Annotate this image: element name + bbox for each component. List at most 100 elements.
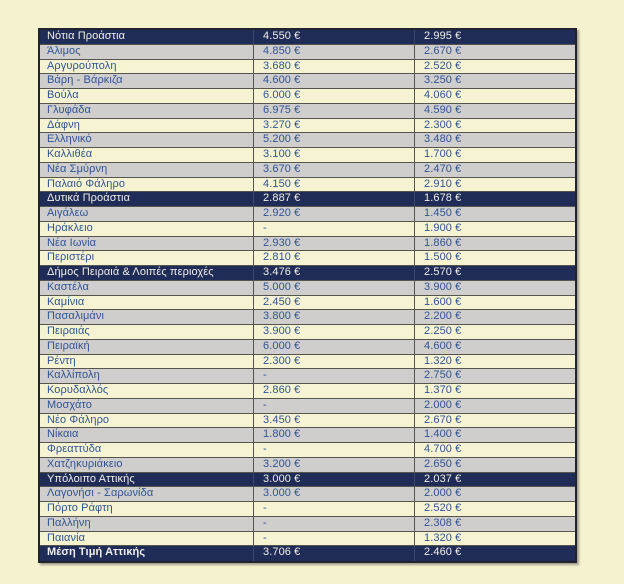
- table-row: Καστέλα 5.000 € 3.900 €: [40, 280, 575, 296]
- price-col1-cell: 3.706 €: [254, 546, 415, 561]
- table-row: Ρέντη 2.300 € 1.320 €: [40, 354, 575, 370]
- price-col1-cell: -: [254, 531, 415, 546]
- area-price-table: Νότια Προάστια 4.550 € 2.995 € Άλιμος 4.…: [38, 28, 577, 563]
- price-col2-cell: 3.480 €: [424, 133, 462, 146]
- area-name-cell: Αιγάλεω: [40, 207, 254, 221]
- area-name-cell: Νότια Προάστια: [40, 30, 254, 44]
- table-row: Νίκαια 1.800 € 1.400 €: [40, 428, 575, 443]
- table-row: Γλυφάδα 6.975 € 4.590 €: [40, 103, 575, 119]
- price-col1-cell: -: [254, 516, 415, 531]
- table-row: Μοσχάτο - 2.000 €: [40, 398, 575, 414]
- price-col2-cell: 1.678 €: [424, 192, 462, 205]
- price-col2-cell: 2.200 €: [424, 310, 462, 323]
- price-col1-cell: -: [254, 369, 415, 383]
- table-section-row: Δυτικά Προάστια 2.887 € 1.678 €: [40, 192, 575, 207]
- price-col2-cell: 1.450 €: [424, 207, 462, 219]
- price-col2-cell: 1.370 €: [424, 384, 462, 396]
- price-col1-cell: 3.000 €: [254, 487, 415, 501]
- table-row: Πόρτο Ράφτη - 2.520 €: [40, 502, 575, 517]
- price-col1-cell: 5.000 €: [254, 280, 415, 295]
- table-row: Χατζηκυριάκειο 3.200 € 2.650 €: [40, 457, 575, 473]
- area-name-cell: Φρεαττύδα: [40, 443, 254, 457]
- table-row: Αργυρούπολη 3.680 € 2.520 €: [40, 59, 575, 75]
- table-section-row: Υπόλοιπο Αττικής 3.000 € 2.037 €: [40, 472, 575, 488]
- table-row: Δάφνη 3.270 € 2.300 €: [40, 118, 575, 134]
- table-row: Βούλα 6.000 € 4.060 €: [40, 89, 575, 104]
- area-name-cell: Πειραιάς: [40, 325, 254, 339]
- price-col2-cell: 2.037 €: [424, 472, 462, 485]
- table-row: Παλαιό Φάληρο 4.150 € 2.910 €: [40, 177, 575, 193]
- area-name-cell: Ελληνικό: [40, 133, 254, 147]
- price-col1-cell: 4.600 €: [254, 74, 415, 88]
- price-col2-cell: 2.000 €: [424, 398, 462, 411]
- table-section-row: Νότια Προάστια 4.550 € 2.995 €: [40, 30, 575, 45]
- price-col2-cell: 4.600 €: [424, 339, 462, 352]
- area-name-cell: Άλιμος: [40, 44, 254, 59]
- table-row: Νέο Φάληρο 3.450 € 2.670 €: [40, 413, 575, 429]
- area-name-cell: Χατζηκυριάκειο: [40, 457, 254, 472]
- price-col2-cell: 1.400 €: [424, 428, 462, 441]
- table-row: Καλλιθέα 3.100 € 1.700 €: [40, 148, 575, 163]
- price-col1-cell: 3.900 €: [254, 325, 415, 339]
- price-col1-cell: 3.670 €: [254, 162, 415, 177]
- price-col2-cell: 3.900 €: [424, 280, 462, 293]
- price-col1-cell: 6.975 €: [254, 103, 415, 118]
- price-col2-cell: 2.570 €: [424, 266, 462, 278]
- table-row: Ελληνικό 5.200 € 3.480 €: [40, 133, 575, 148]
- price-col1-cell: -: [254, 502, 415, 516]
- price-col2-cell: 1.700 €: [424, 148, 462, 160]
- table-row: Φρεαττύδα - 4.700 €: [40, 443, 575, 458]
- area-name-cell: Καμίνια: [40, 295, 254, 310]
- price-col2-cell: 2.250 €: [424, 325, 462, 337]
- table-row: Ηράκλειο - 1.900 €: [40, 221, 575, 237]
- area-name-cell: Λαγονήσι - Σαρωνίδα: [40, 487, 254, 501]
- area-name-cell: Πασαλιμάνι: [40, 310, 254, 324]
- table-row: Βάρη - Βάρκιζα 4.600 € 3.250 €: [40, 74, 575, 89]
- area-name-cell: Μέση Τιμή Αττικής: [40, 546, 254, 561]
- table-row: Λαγονήσι - Σαρωνίδα 3.000 € 2.000 €: [40, 487, 575, 502]
- table-row: Πειραιάς 3.900 € 2.250 €: [40, 325, 575, 340]
- price-col1-cell: 3.476 €: [254, 266, 415, 280]
- area-name-cell: Νέα Σμύρνη: [40, 162, 254, 177]
- area-name-cell: Δάφνη: [40, 118, 254, 133]
- area-name-cell: Βούλα: [40, 89, 254, 103]
- area-name-cell: Παιανία: [40, 531, 254, 546]
- price-col2-cell: 2.670 €: [424, 413, 462, 426]
- table-row: Κορυδαλλός 2.860 € 1.370 €: [40, 384, 575, 399]
- price-col2-cell: 2.460 €: [424, 546, 462, 559]
- price-col1-cell: 2.920 €: [254, 207, 415, 221]
- price-col1-cell: 2.860 €: [254, 384, 415, 398]
- table-row: Παλλήνη - 2.308 €: [40, 516, 575, 532]
- price-col2-cell: 2.520 €: [424, 502, 462, 514]
- area-name-cell: Περιστέρι: [40, 251, 254, 265]
- table-row: Καλλίπολη - 2.750 €: [40, 369, 575, 384]
- price-col1-cell: 4.150 €: [254, 177, 415, 192]
- table-row: Πειραϊκή 6.000 € 4.600 €: [40, 339, 575, 355]
- area-name-cell: Καλλιθέα: [40, 148, 254, 162]
- area-name-cell: Παλλήνη: [40, 516, 254, 531]
- area-name-cell: Πόρτο Ράφτη: [40, 502, 254, 516]
- area-name-cell: Νέα Ιωνία: [40, 236, 254, 251]
- price-col1-cell: 2.887 €: [254, 192, 415, 206]
- table-total-row: Μέση Τιμή Αττικής 3.706 € 2.460 €: [40, 546, 575, 561]
- area-name-cell: Μοσχάτο: [40, 398, 254, 413]
- table-row: Περιστέρι 2.810 € 1.500 €: [40, 251, 575, 266]
- price-col1-cell: 2.300 €: [254, 354, 415, 369]
- price-col2-cell: 4.590 €: [424, 103, 462, 116]
- price-col1-cell: 1.800 €: [254, 428, 415, 442]
- price-col2-cell: 2.300 €: [424, 118, 462, 131]
- area-name-cell: Νίκαια: [40, 428, 254, 442]
- price-col2-cell: 4.700 €: [424, 443, 462, 455]
- price-col2-cell: 2.910 €: [424, 177, 462, 190]
- table-row: Άλιμος 4.850 € 2.670 €: [40, 44, 575, 60]
- table-row: Αιγάλεω 2.920 € 1.450 €: [40, 207, 575, 222]
- price-col1-cell: 4.850 €: [254, 44, 415, 59]
- price-col1-cell: 3.680 €: [254, 59, 415, 74]
- price-col2-cell: 2.670 €: [424, 44, 462, 57]
- table-row: Νέα Σμύρνη 3.670 € 2.470 €: [40, 162, 575, 178]
- price-col1-cell: 3.200 €: [254, 457, 415, 472]
- price-col1-cell: 3.450 €: [254, 413, 415, 428]
- area-name-cell: Υπόλοιπο Αττικής: [40, 472, 254, 487]
- price-col2-cell: 1.600 €: [424, 295, 462, 308]
- area-name-cell: Νέο Φάληρο: [40, 413, 254, 428]
